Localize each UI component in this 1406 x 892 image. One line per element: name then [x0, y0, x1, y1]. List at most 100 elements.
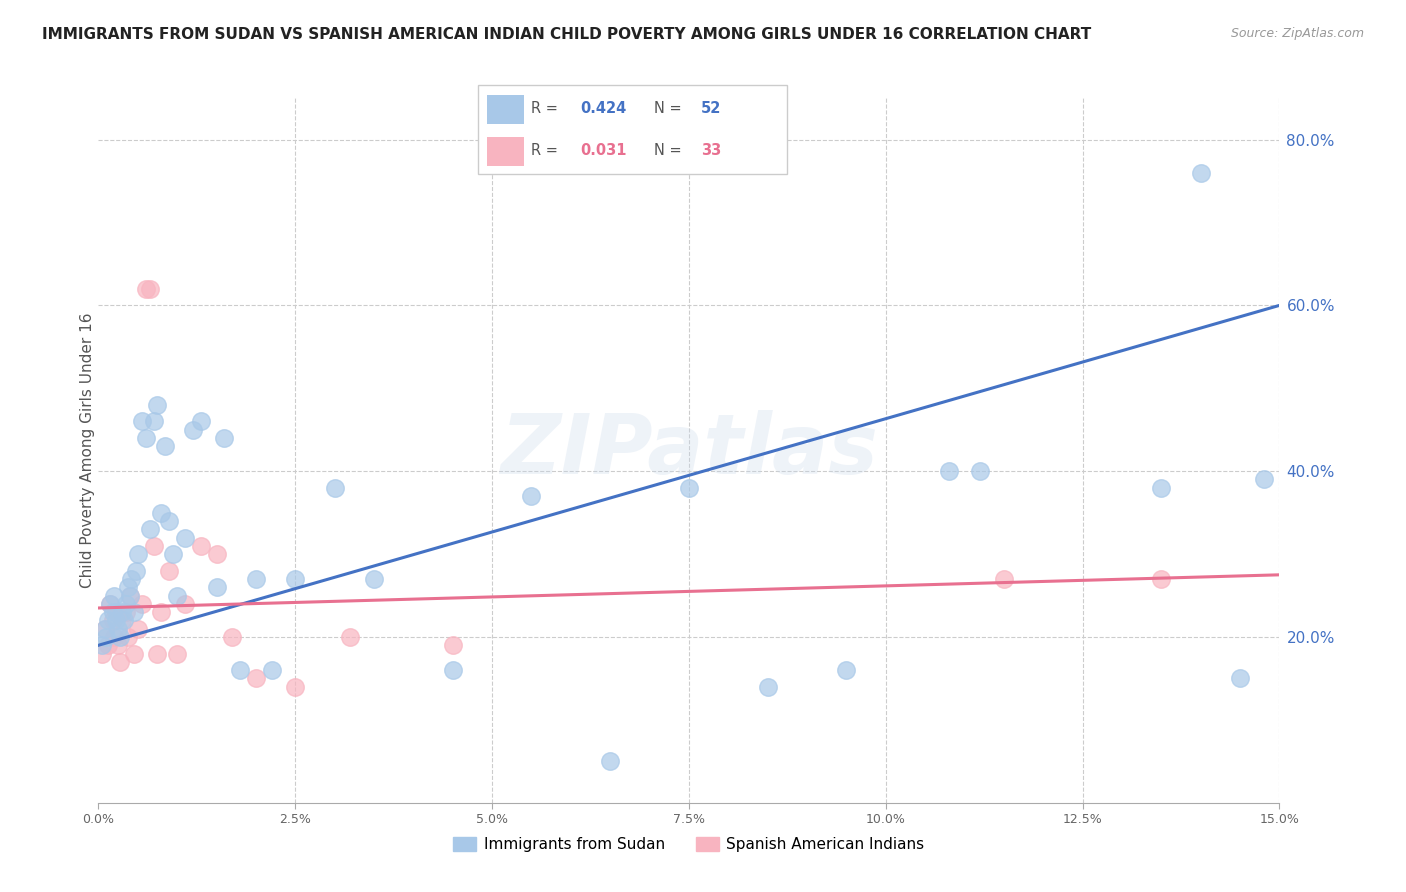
Point [162, 547, 184, 561]
Text: 33: 33 [700, 144, 721, 158]
Point [339, 630, 361, 644]
Point [166, 589, 188, 603]
Point [174, 531, 197, 545]
Text: 0.424: 0.424 [581, 102, 626, 116]
FancyBboxPatch shape [488, 95, 524, 124]
Point [969, 464, 991, 478]
Point [127, 622, 149, 636]
Y-axis label: Child Poverty Among Girls Under 16: Child Poverty Among Girls Under 16 [80, 313, 94, 588]
Point [131, 414, 153, 428]
Point [284, 680, 307, 694]
Point [118, 589, 141, 603]
Point [111, 614, 134, 628]
Point [1150, 572, 1173, 586]
Point [107, 622, 129, 636]
Point [221, 630, 243, 644]
Point [117, 630, 139, 644]
Point [115, 597, 138, 611]
Point [93, 622, 115, 636]
Point [104, 605, 127, 619]
Point [98, 597, 121, 611]
Point [214, 431, 236, 445]
Point [835, 663, 858, 677]
Point [91, 638, 114, 652]
Point [110, 655, 132, 669]
Point [103, 630, 125, 644]
Text: N =: N = [654, 144, 686, 158]
Point [157, 564, 180, 578]
Point [142, 414, 165, 428]
Point [363, 572, 385, 586]
Point [150, 506, 173, 520]
Point [323, 481, 346, 495]
Point [599, 755, 621, 769]
Point [181, 423, 204, 437]
Text: Source: ZipAtlas.com: Source: ZipAtlas.com [1230, 27, 1364, 40]
Point [91, 647, 114, 661]
Point [112, 614, 135, 628]
Point [245, 572, 267, 586]
Point [97, 638, 120, 652]
Point [1189, 166, 1212, 180]
Point [96, 630, 118, 644]
Point [122, 647, 145, 661]
Point [115, 605, 138, 619]
Point [138, 282, 160, 296]
Point [174, 597, 197, 611]
Point [1253, 473, 1275, 487]
Point [117, 580, 139, 594]
Point [938, 464, 960, 478]
Point [135, 282, 157, 296]
Point [93, 622, 115, 636]
Point [101, 605, 124, 619]
Point [107, 638, 129, 652]
Point [103, 589, 125, 603]
Text: 0.031: 0.031 [581, 144, 627, 158]
Point [284, 572, 307, 586]
Text: R =: R = [530, 144, 562, 158]
Point [146, 398, 169, 412]
Point [678, 481, 700, 495]
Point [993, 572, 1015, 586]
Point [146, 647, 169, 661]
Point [127, 547, 149, 561]
Point [121, 572, 143, 586]
FancyBboxPatch shape [488, 137, 524, 166]
Point [104, 614, 127, 628]
Point [1229, 672, 1251, 686]
Point [441, 663, 464, 677]
Point [142, 539, 165, 553]
Text: 52: 52 [700, 102, 721, 116]
Point [166, 647, 188, 661]
Point [441, 638, 464, 652]
Point [118, 589, 141, 603]
Point [125, 564, 148, 578]
Point [520, 489, 543, 503]
Text: N =: N = [654, 102, 686, 116]
Point [205, 547, 228, 561]
Point [245, 672, 267, 686]
Point [155, 439, 177, 453]
Text: R =: R = [530, 102, 562, 116]
Point [131, 597, 153, 611]
Point [190, 414, 212, 428]
Text: ZIPatlas: ZIPatlas [501, 410, 877, 491]
Point [98, 597, 121, 611]
Point [756, 680, 779, 694]
Point [229, 663, 252, 677]
Legend: Immigrants from Sudan, Spanish American Indians: Immigrants from Sudan, Spanish American … [447, 831, 931, 859]
Point [97, 614, 120, 628]
Point [157, 514, 180, 528]
Point [135, 431, 157, 445]
Point [260, 663, 283, 677]
Text: IMMIGRANTS FROM SUDAN VS SPANISH AMERICAN INDIAN CHILD POVERTY AMONG GIRLS UNDER: IMMIGRANTS FROM SUDAN VS SPANISH AMERICA… [42, 27, 1091, 42]
Point [110, 630, 132, 644]
Point [205, 580, 228, 594]
Point [111, 605, 134, 619]
Point [138, 522, 160, 536]
Point [122, 605, 145, 619]
Point [101, 614, 124, 628]
Point [190, 539, 212, 553]
FancyBboxPatch shape [478, 85, 787, 174]
Point [1150, 481, 1173, 495]
